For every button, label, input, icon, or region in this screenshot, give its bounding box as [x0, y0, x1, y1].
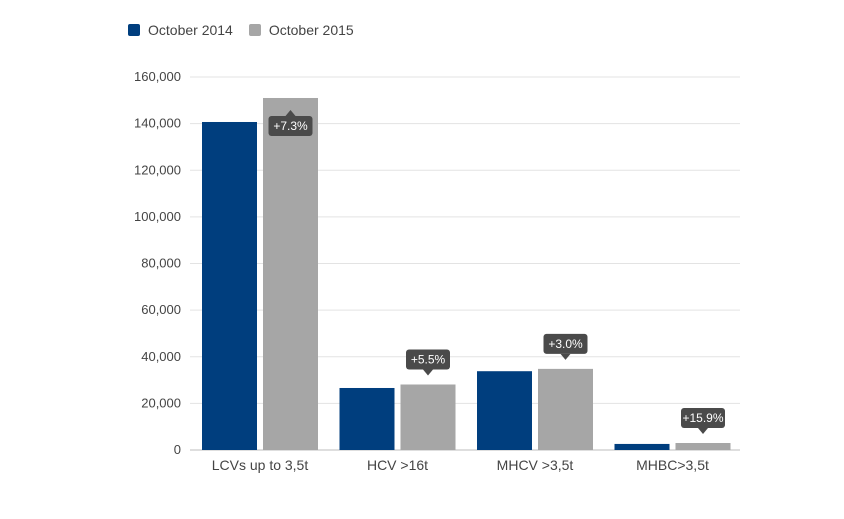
bar-october-2015 — [675, 443, 731, 450]
bar-october-2015 — [263, 97, 318, 450]
x-category-label: MHBC>3,5t — [636, 457, 709, 473]
change-callout-pointer — [560, 353, 571, 360]
y-tick-label: 140,000 — [134, 116, 181, 131]
y-tick-label: 20,000 — [141, 395, 181, 410]
y-tick-label: 160,000 — [134, 69, 181, 84]
legend-swatch-october-2015 — [248, 24, 261, 36]
x-category-label: MHCV >3,5t — [497, 457, 574, 473]
change-callout-label: +3.0% — [548, 337, 583, 351]
change-callout-label: +5.5% — [411, 352, 446, 366]
legend-item-october-2014: October 2014 — [128, 22, 233, 38]
x-category-label: LCVs up to 3,5t — [212, 457, 309, 473]
legend-item-october-2015: October 2015 — [248, 22, 354, 38]
y-tick-label: 40,000 — [141, 349, 181, 364]
bar-october-2014 — [339, 387, 395, 450]
change-callout-box — [268, 115, 313, 136]
legend-label-october-2015: October 2015 — [268, 22, 354, 38]
y-tick-label: 80,000 — [141, 256, 181, 271]
change-callout-label: +15.9% — [682, 411, 723, 425]
legend-swatch-october-2014 — [128, 24, 140, 36]
chart-legend: October 2014 October 2015 — [128, 22, 370, 38]
change-callout-pointer — [698, 428, 708, 435]
y-tick-label: 60,000 — [141, 302, 181, 317]
change-callout-box — [406, 349, 450, 370]
bar-october-2014 — [202, 121, 257, 450]
bar-october-2015 — [538, 368, 593, 450]
y-tick-label: 0 — [174, 442, 181, 457]
bar-october-2014 — [477, 371, 532, 450]
legend-label-october-2014: October 2014 — [148, 22, 233, 38]
change-callout-box — [543, 333, 588, 354]
y-tick-label: 120,000 — [134, 162, 181, 177]
change-callout-label: +7.3% — [273, 119, 308, 133]
change-callout-pointer — [285, 109, 296, 116]
bar-october-2015 — [400, 384, 456, 450]
x-category-label: HCV >16t — [367, 457, 428, 473]
change-callout-box — [681, 408, 725, 429]
y-tick-label: 100,000 — [134, 209, 181, 224]
bar-october-2014 — [614, 443, 670, 450]
change-callout-pointer — [423, 369, 433, 376]
